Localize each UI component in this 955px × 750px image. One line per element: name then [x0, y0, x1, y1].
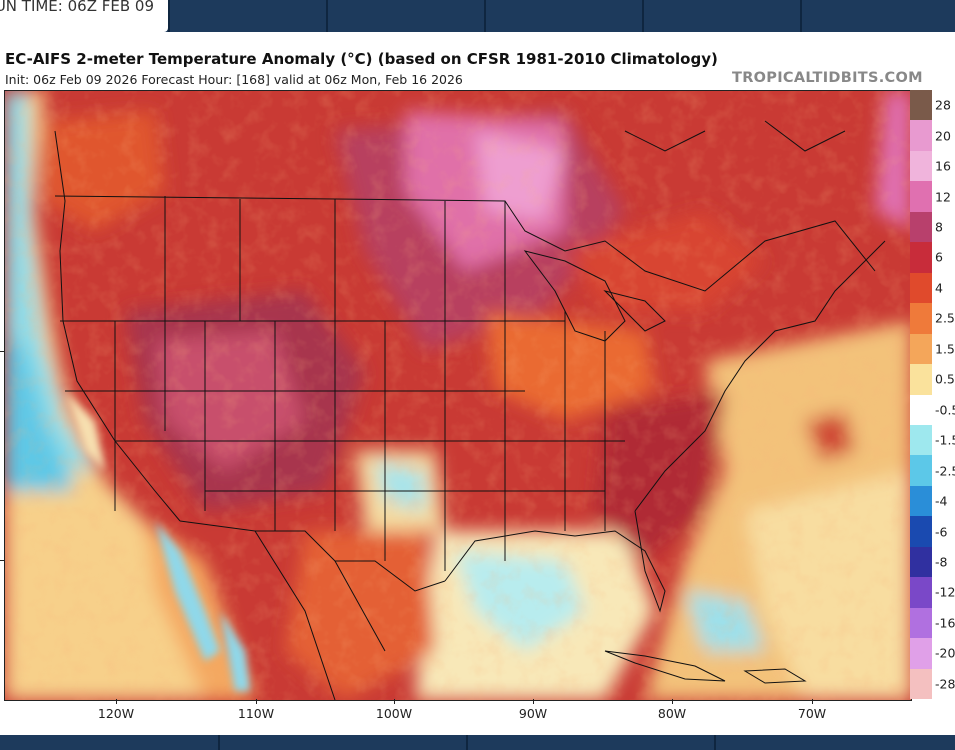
state-borders: [54, 120, 886, 700]
legend-swatch: [910, 272, 932, 304]
bottom-tab-1[interactable]: [218, 735, 466, 750]
lon-tick: [394, 699, 395, 704]
nav-tab-1[interactable]: [168, 0, 326, 32]
legend-swatch: [910, 364, 932, 395]
lon-label-90w: 90W: [518, 706, 548, 721]
bottom-tab-3[interactable]: [714, 735, 955, 750]
lon-label-100w: 100W: [375, 706, 413, 721]
legend-swatch: [910, 90, 932, 121]
legend-label: -12: [935, 584, 955, 600]
legend-label: 2.5: [935, 310, 955, 326]
legend-swatch: [910, 394, 932, 426]
legend-swatch: [910, 607, 932, 639]
nav-tab-5[interactable]: [800, 0, 955, 32]
lon-tick: [533, 699, 534, 704]
legend-label: -4: [935, 493, 948, 509]
legend-swatch: [910, 516, 932, 548]
map-title: EC-AIFS 2-meter Temperature Anomaly (°C)…: [5, 50, 718, 68]
legend-label: 12: [935, 189, 951, 205]
top-navigation-bar: UN TIME: 06Z FEB 09: [0, 0, 955, 32]
nav-tab-3[interactable]: [484, 0, 642, 32]
nav-tab-4[interactable]: [642, 0, 800, 32]
lon-label-120w: 120W: [97, 706, 135, 721]
legend-label: -28: [935, 676, 955, 692]
legend-swatch: [910, 638, 932, 670]
lon-tick: [116, 699, 117, 704]
lon-tick: [812, 699, 813, 704]
legend-swatch: [910, 577, 932, 609]
legend-swatch: [910, 181, 932, 213]
lat-tick: [0, 560, 4, 561]
legend-label: 28: [935, 97, 951, 113]
legend-label: -1.5: [935, 432, 955, 448]
legend-swatch: [910, 485, 932, 517]
map-subtitle: Init: 06z Feb 09 2026 Forecast Hour: [16…: [5, 72, 463, 87]
color-scale-legend: 28 20 16 12 8 6 4 2.5 1.5 0.5 -0.5 -1.5 -2.5 -4 -6 -8 -1…: [910, 90, 955, 700]
lat-tick: [0, 351, 4, 352]
legend-swatch: [910, 150, 932, 182]
legend-swatch: [910, 242, 932, 274]
legend-swatch: [910, 211, 932, 243]
legend-label: 1.5: [935, 341, 955, 357]
lon-tick: [256, 699, 257, 704]
site-watermark: TROPICALTIDBITS.COM: [732, 70, 923, 86]
lon-tick: [672, 699, 673, 704]
legend-label: -2.5: [935, 463, 955, 479]
legend-swatch: [910, 333, 932, 365]
legend-label: 4: [935, 280, 943, 296]
legend-label: 0.5: [935, 371, 955, 387]
lon-label-80w: 80W: [657, 706, 687, 721]
temperature-anomaly-map: [4, 90, 912, 701]
lon-label-70w: 70W: [797, 706, 827, 721]
legend-swatch: [910, 546, 932, 578]
run-time-panel: UN TIME: 06Z FEB 09: [0, 0, 168, 32]
lon-label-110w: 110W: [237, 706, 275, 721]
legend-label: -20: [935, 645, 955, 661]
legend-label: -16: [935, 615, 955, 631]
legend-swatch: [910, 303, 932, 335]
legend-label: 16: [935, 158, 951, 174]
map-graphic: [5, 91, 911, 700]
legend-swatch: [910, 424, 932, 456]
legend-label: -6: [935, 524, 948, 540]
legend-swatch: [910, 455, 932, 487]
legend-label: -0.5: [935, 402, 955, 418]
legend-label: 8: [935, 219, 943, 235]
legend-swatch: [910, 668, 932, 700]
bottom-navigation-bar: [0, 735, 955, 750]
legend-label: 20: [935, 128, 951, 144]
legend-label: 6: [935, 249, 943, 265]
run-time-label: UN TIME: 06Z FEB 09: [0, 0, 154, 15]
bottom-tab-2[interactable]: [466, 735, 714, 750]
legend-swatch: [910, 120, 932, 152]
legend-label: -8: [935, 554, 948, 570]
nav-tab-2[interactable]: [326, 0, 484, 32]
